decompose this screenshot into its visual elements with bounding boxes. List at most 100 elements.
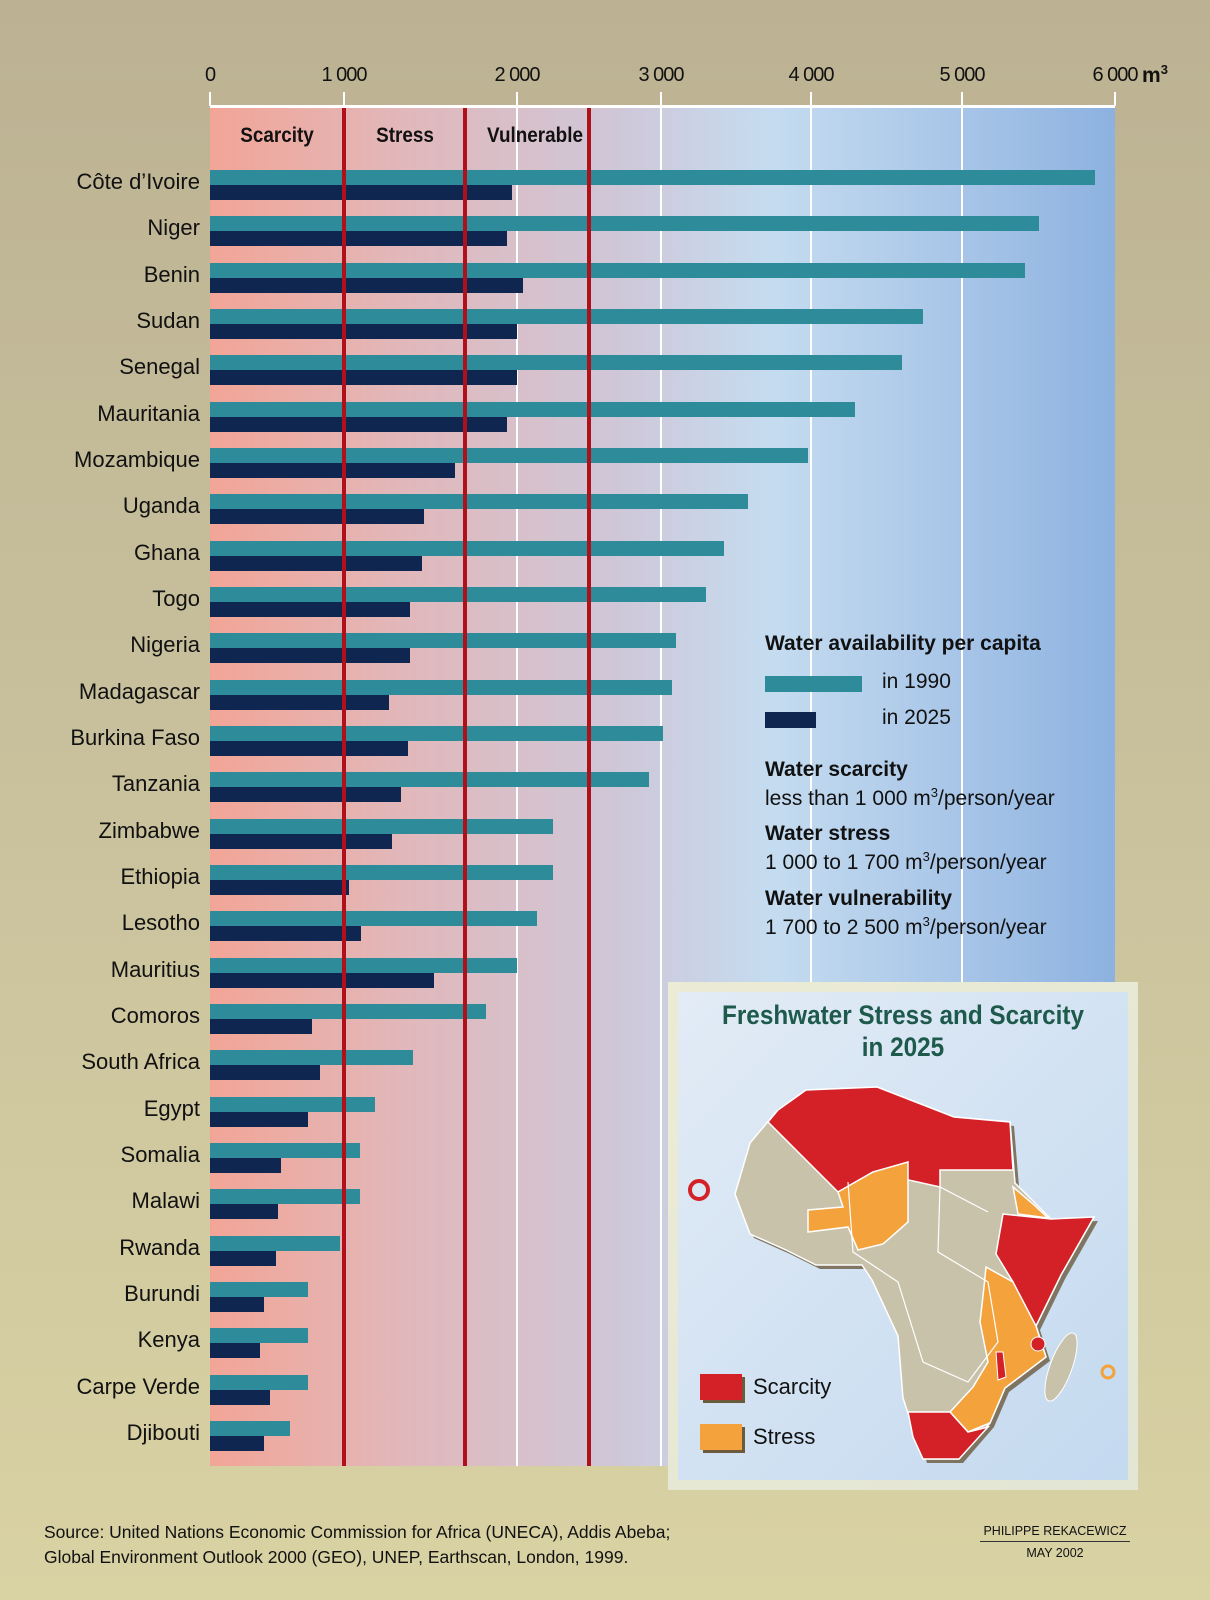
bar-2025 [210,231,507,247]
category-label: Mozambique [74,447,200,472]
bar-2025 [210,833,393,849]
credit-author: PHILIPPE REKACEWICZ [980,1524,1130,1542]
map-legend-swatch-stress [700,1424,742,1450]
inset-map-panel: Freshwater Stress and Scarcity in 2025 S… [668,982,1138,1490]
bar-1990 [210,911,538,927]
bar-2025 [210,324,517,339]
bar-1990 [210,818,553,834]
vulnerability-title: Water vulnerability [765,887,953,910]
malawi-scarcity [995,1351,1007,1381]
x-tick-mark [209,92,211,106]
map-legend-swatch-scarcity [700,1374,742,1400]
bar-2025 [210,555,422,571]
bar-2025 [210,1065,320,1081]
category-label: Sudan [136,308,200,333]
mauritius-marker [1100,1364,1116,1380]
bar-1990 [210,1235,340,1251]
bar-1990 [210,1143,360,1158]
map-legend-label-scarcity: Scarcity [753,1374,832,1399]
category-label: Rwanda [119,1234,200,1260]
bar-1990 [210,1328,308,1344]
bar-1990 [210,772,650,788]
category-label: Madagascar [78,678,200,704]
category-label: Zimbabwe [98,817,200,843]
bar-1990 [210,1421,291,1436]
zone-label-scarcity: Scarcity [240,124,314,147]
source-line-1: Source: United Nations Economic Commissi… [44,1522,671,1542]
zone-label-stress: Stress [375,124,434,147]
bar-2025 [210,416,507,432]
bar-2025 [210,509,424,525]
bar-2025 [210,694,389,710]
source-note: Source: United Nations Economic Commissi… [44,1520,670,1570]
category-label: Burkina Faso [70,725,200,750]
zone-boundary-line [463,108,468,1466]
bar-1990 [210,1189,360,1205]
zone-boundary-line [342,108,346,1466]
category-label: Mauritania [97,400,200,426]
legend-label-1990: in 1990 [882,670,951,693]
x-tick-label: 6 000 [1092,64,1138,86]
bar-1990 [210,355,902,371]
category-label: Kenya [137,1327,200,1353]
stress-title: Water stress [765,822,891,845]
x-tick-label: 3 000 [638,64,684,86]
zone-label-vulnerable: Vulnerable [487,124,584,147]
bar-1990 [210,170,1096,185]
bar-2025 [210,648,410,664]
bar-2025 [210,463,455,478]
legend-title: Water availability per capita [765,632,1041,655]
bar-1990 [210,726,663,741]
bar-2025 [210,1389,271,1405]
gridline [961,108,963,1466]
africa-map [688,1086,1116,1463]
bar-2025 [210,926,362,942]
bar-2025 [210,1343,260,1359]
category-label: Côte d’Ivoire [76,169,200,194]
category-label: Ghana [133,539,200,565]
scarcity-def: less than 1 000 m3/person/year [765,785,1055,810]
vulnerability-def: 1 700 to 2 500 m3/person/year [765,914,1047,939]
category-label: Djibouti [126,1420,200,1445]
x-tick-mark [343,92,345,106]
bar-1990 [210,1004,486,1019]
x-tick-mark [810,92,812,106]
bar-1990 [210,216,1039,232]
bar-2025 [210,185,512,200]
category-label: Somalia [120,1142,200,1167]
scarcity-title: Water scarcity [765,758,908,781]
bar-1990 [210,1374,308,1390]
map-legend-label-stress: Stress [753,1424,816,1449]
x-tick-label: 0 [204,64,216,86]
category-label: Malawi [131,1188,200,1214]
category-label: South Africa [81,1049,200,1075]
sahel-stress [807,1161,909,1251]
x-tick-label: 4 000 [788,64,834,86]
bar-1990 [210,1096,376,1112]
bar-2025 [210,370,517,386]
credit-date: MAY 2002 [1026,1546,1084,1560]
comoros-marker [1030,1336,1046,1352]
eritrea-stress [1011,1185,1051,1220]
x-tick-mark [660,92,662,106]
bar-2025 [210,880,350,895]
bar-2025 [210,741,408,756]
bar-1990 [210,865,553,880]
x-tick-mark [961,92,963,106]
gridline [660,108,662,1466]
x-tick-label: 1 000 [321,64,367,86]
map-title-line1: Freshwater Stress and Scarcity [722,1000,1084,1030]
cape-verde-marker [688,1179,710,1201]
category-label: Tanzania [111,771,200,797]
bar-2025 [210,1204,279,1220]
zone-boundary-line [587,108,591,1466]
bar-2025 [210,1111,308,1127]
bar-2025 [210,972,434,988]
category-label: Egypt [143,1095,200,1121]
category-label: Lesotho [121,910,200,936]
category-label: Carpe Verde [76,1373,200,1399]
x-tick-label: 2 000 [494,64,540,86]
bar-1990 [210,448,808,463]
bar-2025 [210,787,402,803]
bar-2025 [210,1297,264,1312]
